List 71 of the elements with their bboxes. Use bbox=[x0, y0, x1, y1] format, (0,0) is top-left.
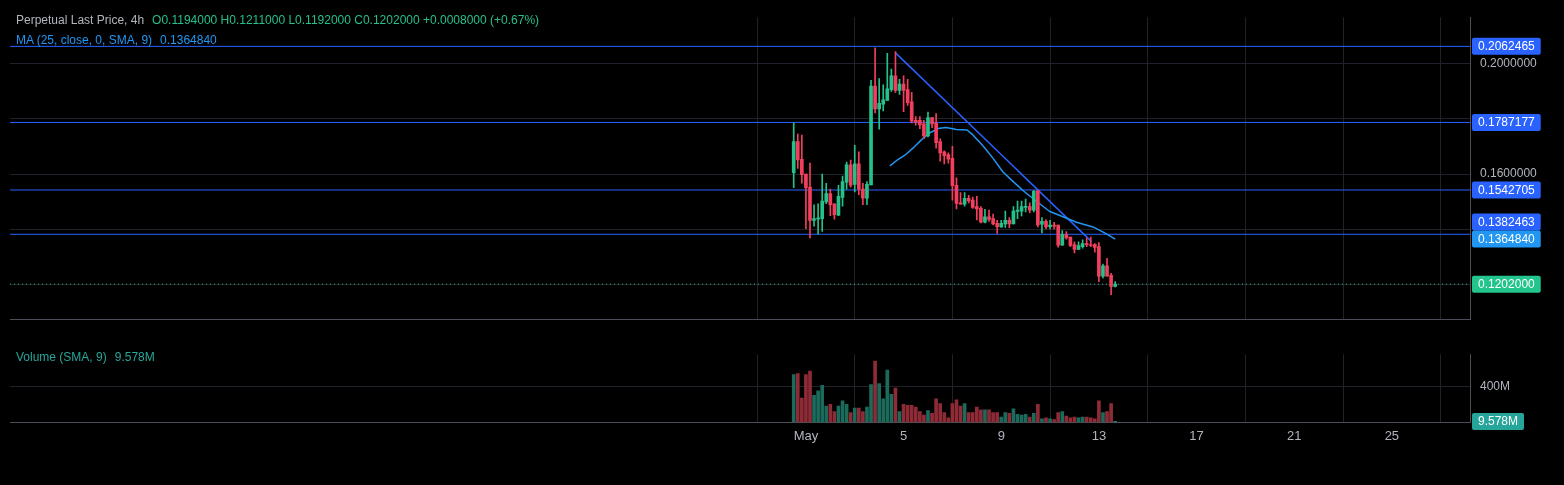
bar bbox=[995, 412, 999, 423]
candlestick bbox=[1003, 210, 1008, 228]
y-tick-label: 0.2000000 bbox=[1480, 55, 1538, 70]
bar bbox=[1097, 400, 1101, 423]
text: 0.1364840 bbox=[1478, 231, 1535, 246]
text: 9.578M bbox=[1478, 414, 1519, 429]
bar bbox=[987, 409, 991, 423]
text: Volume (SMA, 9) bbox=[16, 350, 107, 364]
bar bbox=[1109, 403, 1113, 423]
bar bbox=[909, 404, 914, 423]
text: MA (25, close, 0, SMA, 9) bbox=[16, 33, 153, 47]
bar bbox=[1036, 404, 1040, 423]
bar bbox=[873, 360, 877, 423]
candlestick bbox=[1084, 237, 1089, 247]
bar bbox=[808, 370, 812, 423]
bar bbox=[926, 410, 930, 423]
x-tick-label: 5 bbox=[899, 427, 908, 443]
bar bbox=[1031, 413, 1036, 423]
ref-line-label: 0.1382463 bbox=[1478, 214, 1536, 229]
bar bbox=[979, 409, 983, 423]
candlestick bbox=[974, 195, 979, 221]
bar bbox=[791, 374, 796, 423]
bar bbox=[922, 414, 926, 423]
bar bbox=[857, 407, 861, 423]
annotation: O0.1194000 H0.1211000 L0.1192000 C0.1202000 +0.0008000 (+0.67%) bbox=[152, 13, 540, 27]
bar bbox=[820, 385, 825, 423]
bar bbox=[795, 373, 800, 423]
bar bbox=[938, 403, 943, 423]
bar bbox=[983, 409, 987, 423]
bar bbox=[804, 374, 808, 423]
bar bbox=[934, 398, 938, 423]
x-tick-label: 25 bbox=[1384, 427, 1400, 443]
bar bbox=[999, 416, 1004, 423]
bar bbox=[966, 412, 971, 423]
bar bbox=[1048, 418, 1052, 423]
bar bbox=[918, 411, 922, 423]
x-tick-label: 21 bbox=[1286, 427, 1302, 443]
candlestick bbox=[877, 78, 881, 130]
bar bbox=[848, 412, 853, 423]
x-tick-label: May bbox=[793, 427, 819, 443]
bar bbox=[1056, 412, 1061, 423]
annotation: 0.1364840 bbox=[160, 33, 217, 47]
y-tick-label: 0.1600000 bbox=[1480, 166, 1538, 181]
bar bbox=[974, 406, 979, 423]
bar bbox=[1088, 417, 1093, 423]
bar bbox=[877, 383, 881, 423]
bar bbox=[1003, 412, 1008, 423]
bar bbox=[885, 369, 890, 423]
y-tick-label: 400M bbox=[1480, 378, 1511, 393]
annotation: 9.578M bbox=[114, 350, 155, 364]
candlestick bbox=[1048, 219, 1052, 230]
x-tick-label: 13 bbox=[1091, 427, 1107, 443]
bar bbox=[1044, 417, 1048, 423]
bar bbox=[869, 384, 873, 423]
bar bbox=[1101, 412, 1105, 423]
ref-line-label: 0.1787177 bbox=[1478, 115, 1536, 130]
bar bbox=[913, 406, 918, 423]
ref-line-label: 0.2062465 bbox=[1478, 39, 1536, 54]
chart-title: Perpetual Last Price, 4h bbox=[16, 13, 145, 27]
bar bbox=[1084, 416, 1089, 423]
x-tick-label: 9 bbox=[997, 427, 1005, 443]
bar bbox=[1040, 418, 1044, 423]
ref-line-label: 0.1202000 bbox=[1478, 276, 1536, 291]
bar bbox=[1060, 411, 1065, 423]
bar bbox=[852, 407, 857, 423]
bar bbox=[991, 412, 995, 423]
bar bbox=[861, 411, 865, 423]
candlestick bbox=[1088, 236, 1093, 247]
x-tick-label: 17 bbox=[1189, 427, 1204, 443]
ref-line-label: 0.1542705 bbox=[1478, 182, 1536, 197]
bar bbox=[1027, 416, 1032, 423]
